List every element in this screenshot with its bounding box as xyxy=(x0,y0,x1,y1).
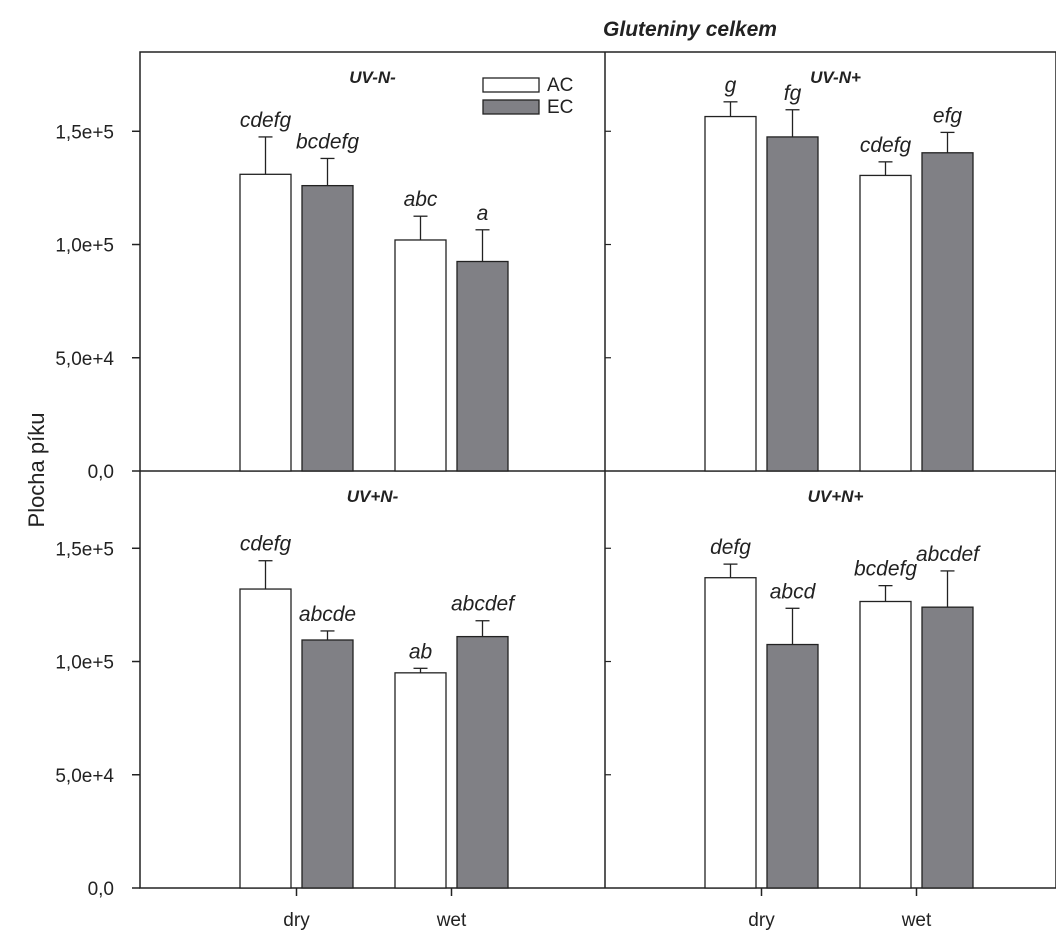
y-tick-label: 1,0e+5 xyxy=(55,236,114,257)
significance-label: ab xyxy=(409,640,433,663)
bar xyxy=(921,152,974,472)
significance-label: cdefg xyxy=(860,134,912,157)
bar xyxy=(394,239,447,472)
y-tick-label: 1,5e+5 xyxy=(55,539,114,560)
bar xyxy=(766,136,819,472)
significance-label: abcde xyxy=(299,603,356,626)
significance-label: cdefg xyxy=(240,533,292,556)
bar xyxy=(859,600,912,889)
panel-title: UV+N+ xyxy=(808,487,864,506)
bar xyxy=(394,672,447,889)
bar xyxy=(239,173,292,472)
panel-title: UV+N- xyxy=(347,487,399,506)
significance-label: abcd xyxy=(770,580,817,603)
significance-label: efg xyxy=(933,104,963,127)
panel-title: UV-N+ xyxy=(810,68,861,87)
significance-label: fg xyxy=(784,82,802,105)
legend-swatch xyxy=(482,99,540,115)
significance-label: bcdefg xyxy=(296,130,359,153)
bar xyxy=(704,577,757,889)
x-tick-label: dry xyxy=(283,910,310,931)
x-tick-label: wet xyxy=(436,910,467,931)
y-tick-label: 5,0e+4 xyxy=(55,766,114,787)
significance-label: defg xyxy=(710,536,751,559)
bar xyxy=(456,260,509,472)
bar xyxy=(301,639,354,889)
bar xyxy=(301,184,354,472)
significance-label: a xyxy=(477,202,489,225)
legend-label: EC xyxy=(547,97,573,118)
significance-label: abcdef xyxy=(916,543,981,566)
bar xyxy=(239,588,292,889)
significance-label: abc xyxy=(404,188,438,211)
y-tick-label: 0,0 xyxy=(88,879,114,900)
y-tick-label: 1,5e+5 xyxy=(55,122,114,143)
chart-title: Gluteniny celkem xyxy=(603,18,777,41)
y-axis-label: Plocha píku xyxy=(24,413,49,528)
significance-label: bcdefg xyxy=(854,558,917,581)
plot-frame xyxy=(139,51,1056,889)
legend-swatch xyxy=(482,77,540,93)
panel-title: UV-N- xyxy=(349,68,396,87)
significance-label: g xyxy=(725,74,737,97)
bar xyxy=(704,115,757,472)
bar xyxy=(456,635,509,889)
y-tick-label: 1,0e+5 xyxy=(55,653,114,674)
legend-label: AC xyxy=(547,75,573,96)
x-tick-label: dry xyxy=(748,910,775,931)
bar xyxy=(766,643,819,889)
y-tick-label: 0,0 xyxy=(88,462,114,483)
y-tick-label: 5,0e+4 xyxy=(55,349,114,370)
significance-label: abcdef xyxy=(451,593,516,616)
bar xyxy=(921,606,974,889)
bar xyxy=(859,174,912,472)
x-tick-label: wet xyxy=(901,910,932,931)
significance-label: cdefg xyxy=(240,109,292,132)
